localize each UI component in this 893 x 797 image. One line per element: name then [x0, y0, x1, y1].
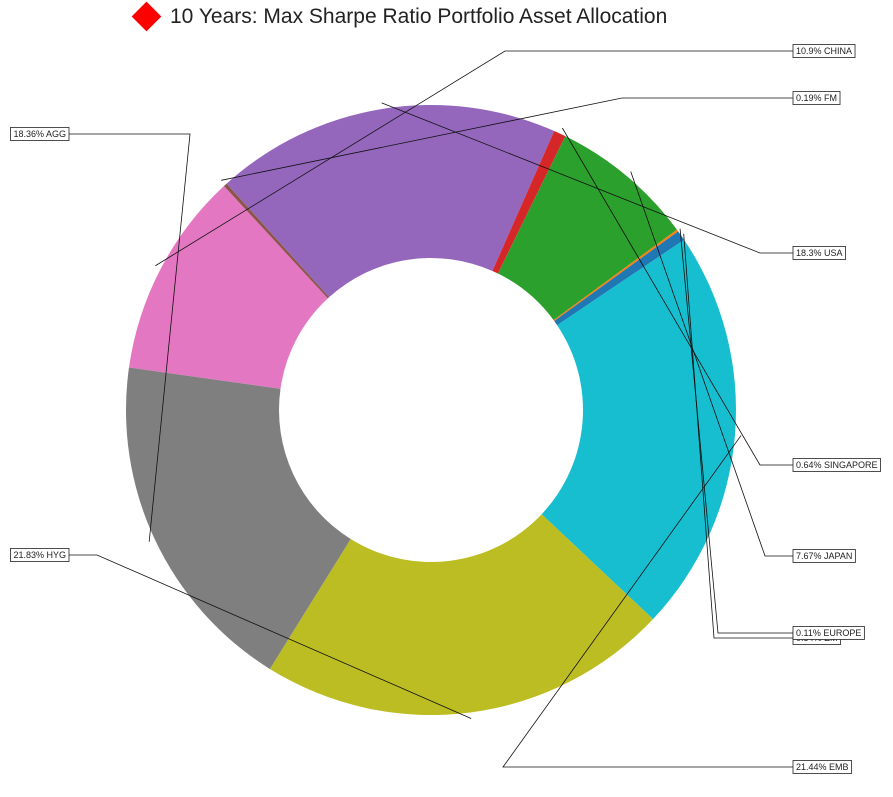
slice-label-box-europe: [792, 626, 865, 640]
slice-label-text-china: 10.9% CHINA: [796, 46, 852, 56]
slice-label-singapore: 0.64% SINGAPORE: [792, 458, 881, 472]
label-leader-lines: [69, 50, 793, 768]
leader-line-emb: [502, 435, 793, 768]
slice-label-box-usa: [792, 246, 846, 260]
leader-line-china: [155, 50, 793, 267]
slice-label-agg: 18.36% AGG: [10, 127, 70, 141]
slice-label-usa: 18.3% USA: [792, 246, 846, 260]
slice-china: [128, 186, 328, 389]
slice-label-text-singapore: 0.64% SINGAPORE: [796, 460, 878, 470]
slice-label-box-singapore: [792, 458, 881, 472]
slice-japan: [497, 136, 677, 321]
slice-label-text-fm: 0.19% FM: [796, 93, 837, 103]
leader-line-agg: [69, 133, 191, 542]
slice-label-japan: 7.67% JAPAN: [792, 549, 856, 563]
leader-line-europe: [679, 228, 793, 634]
slice-labels: 10.9% CHINA 0.19% FM 18.3% USA 0.64% SINGAP…: [10, 44, 881, 774]
slice-hyg: [269, 514, 654, 715]
leader-line-usa: [381, 102, 793, 254]
slice-usa: [226, 105, 555, 298]
slice-agg: [126, 367, 351, 669]
slice-label-box-emb: [792, 760, 852, 774]
slice-label-text-hyg: 21.83% HYG: [13, 550, 66, 560]
leader-line-em: [683, 233, 793, 639]
slice-label-europe: 0.11% EUROPE: [792, 626, 865, 640]
slice-fm: [223, 183, 330, 299]
slice-label-box-agg: [10, 127, 70, 141]
leader-line-japan: [630, 171, 793, 557]
slice-europe: [553, 229, 679, 321]
slice-label-text-agg: 18.36% AGG: [13, 129, 66, 139]
slice-label-box-hyg: [10, 548, 70, 562]
slice-label-box-japan: [792, 549, 856, 563]
slice-label-box-fm: [792, 91, 841, 105]
slice-label-china: 10.9% CHINA: [792, 44, 856, 58]
slice-singapore: [492, 130, 566, 274]
leader-line-fm: [221, 97, 793, 181]
slice-label-box-china: [792, 44, 856, 58]
chart-title: 10 Years: Max Sharpe Ratio Portfolio Ass…: [170, 5, 667, 28]
donut-slices: [126, 105, 736, 715]
slice-label-text-japan: 7.67% JAPAN: [796, 551, 852, 561]
leader-line-singapore: [562, 127, 793, 466]
leader-line-hyg: [69, 554, 472, 719]
slice-label-fm: 0.19% FM: [792, 91, 841, 105]
slice-label-text-europe: 0.11% EUROPE: [796, 628, 861, 638]
slice-label-hyg: 21.83% HYG: [10, 548, 70, 562]
slice-label-text-usa: 18.3% USA: [796, 248, 843, 258]
slice-em: [554, 231, 685, 326]
chart-title-group: 10 Years: Max Sharpe Ratio Portfolio Ass…: [131, 1, 667, 32]
slice-label-text-emb: 21.44% EMB: [796, 762, 849, 772]
slice-label-emb: 21.44% EMB: [792, 760, 852, 774]
